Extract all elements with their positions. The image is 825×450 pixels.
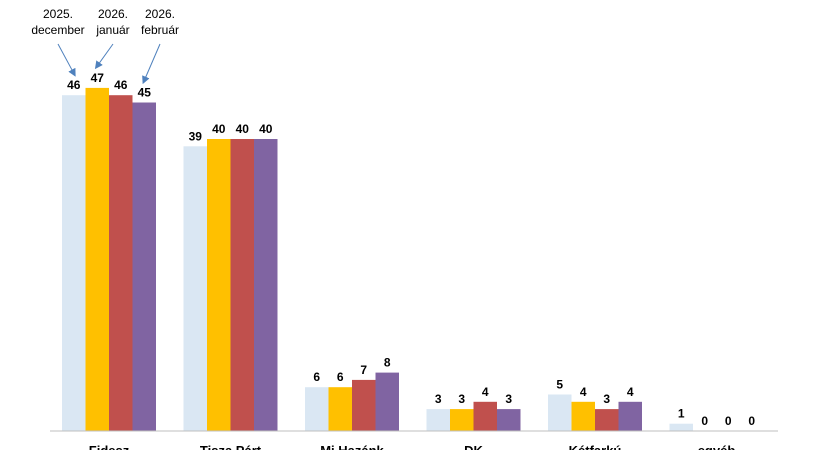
value-label-0-2: 46 [114, 78, 128, 92]
value-label-1-1: 40 [212, 122, 226, 136]
legend-text-1-0: 2026. [98, 7, 128, 21]
value-label-4-1: 4 [580, 385, 587, 399]
bar-0-3 [132, 102, 156, 431]
category-label-1: Tisza Párt [200, 443, 262, 450]
legend-text-2-1: február [141, 23, 179, 37]
value-label-2-0: 6 [313, 370, 320, 384]
category-label-5: egyéb [698, 443, 736, 450]
value-label-3-3: 3 [505, 392, 512, 406]
bar-4-0 [548, 394, 572, 431]
legend-arrow-2 [142, 43, 161, 85]
legend-arrow-1 [94, 43, 114, 70]
legend-text-0-1: december [31, 23, 84, 37]
bar-1-2 [230, 139, 254, 431]
bar-1-0 [183, 146, 207, 432]
category-labels-layer: Fidesz Tisza Párt Mi Hazánk DK Kétfarkú egyéb [89, 443, 736, 450]
category-label-4: Kétfarkú [569, 443, 622, 450]
bar-2-0 [305, 387, 329, 431]
value-label-4-0: 5 [556, 378, 563, 392]
bar-3-1 [450, 409, 474, 431]
legend-text-0-0: 2025. [43, 7, 73, 21]
value-label-0-3: 45 [138, 86, 152, 100]
value-label-2-3: 8 [384, 356, 391, 370]
legend-annotations: 2025. december 2026. január 2026. február [31, 7, 179, 85]
bar-2-2 [352, 379, 376, 431]
value-label-3-2: 4 [482, 385, 489, 399]
value-label-0-1: 47 [91, 71, 105, 85]
bar-1-3 [254, 139, 278, 431]
bar-0-1 [85, 87, 109, 432]
bar-4-2 [595, 409, 619, 431]
value-label-5-3: 0 [748, 414, 755, 428]
value-label-5-2: 0 [725, 414, 732, 428]
bar-2-1 [328, 387, 352, 431]
value-label-1-0: 39 [189, 129, 203, 143]
value-label-4-2: 3 [603, 392, 610, 406]
value-label-0-0: 46 [67, 78, 81, 92]
bar-2-3 [375, 372, 399, 431]
category-label-0: Fidesz [89, 443, 130, 450]
category-label-2: Mi Hazánk [320, 443, 384, 450]
bar-4-1 [571, 401, 595, 431]
value-label-2-2: 7 [360, 363, 367, 377]
bar-4-3 [618, 401, 642, 431]
value-label-3-0: 3 [435, 392, 442, 406]
value-label-5-0: 1 [678, 407, 685, 421]
bar-1-1 [207, 139, 231, 431]
value-label-4-3: 4 [627, 385, 634, 399]
value-label-1-2: 40 [236, 122, 250, 136]
value-label-1-3: 40 [259, 122, 273, 136]
bar-3-2 [473, 401, 497, 431]
category-label-3: DK [464, 443, 483, 450]
legend-text-2-0: 2026. [145, 7, 175, 21]
bar-3-3 [497, 409, 521, 431]
value-label-3-1: 3 [458, 392, 465, 406]
bar-3-0 [426, 409, 450, 431]
value-label-5-1: 0 [701, 414, 708, 428]
bar-0-2 [109, 95, 133, 431]
value-label-2-1: 6 [337, 370, 344, 384]
legend-text-1-1: január [95, 23, 129, 37]
bars-layer [62, 87, 693, 432]
value-labels-layer: 46 47 46 45 39 40 40 40 6 6 7 8 3 3 4 3 5 4 3 4 1 0 0 0 [67, 71, 755, 428]
bar-0-0 [62, 95, 86, 431]
legend-arrow-0 [57, 43, 76, 77]
bar-5-0 [669, 423, 693, 431]
